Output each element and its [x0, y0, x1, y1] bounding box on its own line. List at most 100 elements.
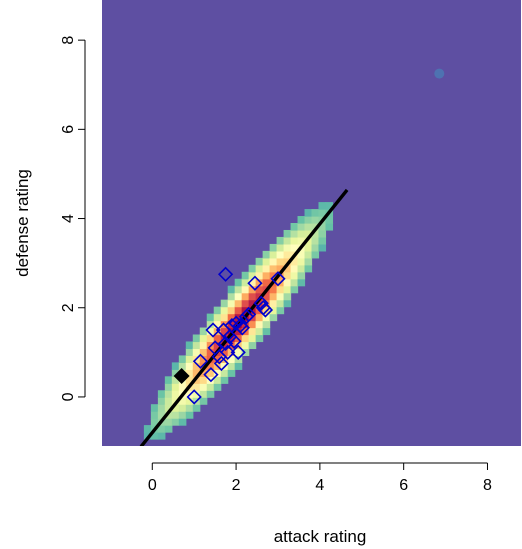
- x-tick-label: 8: [483, 477, 492, 494]
- density-cell: [185, 376, 194, 384]
- density-cell: [157, 404, 166, 412]
- density-cell: [192, 341, 201, 350]
- density-cell: [178, 362, 187, 370]
- data-point: [228, 315, 244, 331]
- density-cell: [241, 278, 250, 287]
- density-cell: [206, 313, 215, 322]
- density-cell: [248, 320, 257, 329]
- density-cell: [192, 362, 201, 370]
- density-cell: [304, 257, 313, 266]
- density-cell: [234, 292, 243, 301]
- density-cell: [304, 250, 313, 259]
- density-cell: [269, 271, 278, 280]
- density-cell: [143, 425, 152, 433]
- density-cell: [297, 264, 306, 273]
- density-cell: [255, 299, 264, 308]
- density-cell: [276, 243, 285, 252]
- density-cell: [213, 355, 222, 363]
- highlighted-point: [173, 367, 190, 384]
- density-cell: [276, 306, 285, 315]
- data-point: [192, 353, 209, 369]
- density-cell: [290, 257, 299, 266]
- density-cell: [255, 285, 264, 294]
- density-cell: [164, 376, 173, 384]
- density-cell: [213, 320, 222, 329]
- plot-region: [102, 0, 521, 446]
- data-point: [220, 344, 236, 360]
- density-cell: [206, 320, 215, 329]
- density-cell: [213, 369, 222, 377]
- density-cell: [199, 334, 208, 343]
- data-point: [241, 306, 257, 323]
- density-cell: [255, 327, 264, 336]
- density-cell: [157, 432, 166, 440]
- data-point: [203, 367, 219, 383]
- density-cell: [255, 320, 264, 329]
- data-point: [186, 389, 202, 405]
- faint-star-marker: [434, 68, 445, 79]
- density-cell: [227, 355, 236, 363]
- density-cell: [290, 236, 299, 245]
- density-cell: [178, 397, 187, 405]
- x-tick-label: 4: [315, 477, 324, 494]
- density-cell: [213, 306, 222, 315]
- density-cell: [178, 404, 187, 412]
- density-cell: [311, 223, 320, 231]
- density-cell: [150, 404, 159, 412]
- data-point: [213, 355, 230, 372]
- density-cell: [199, 390, 208, 398]
- density-cell: [262, 292, 271, 301]
- density-cell: [304, 264, 313, 273]
- density-cell: [304, 209, 313, 217]
- density-cell: [199, 355, 208, 363]
- density-cell: [290, 271, 299, 280]
- density-cell: [199, 341, 208, 350]
- density-cell: [185, 369, 194, 377]
- data-point: [247, 275, 263, 291]
- density-cell: [297, 216, 306, 224]
- density-cell: [304, 229, 313, 238]
- density-cell: [262, 264, 271, 273]
- density-cell: [248, 327, 257, 336]
- density-cell: [227, 313, 236, 322]
- density-cell: [283, 271, 292, 280]
- density-cell: [248, 292, 257, 301]
- density-cell: [311, 243, 320, 252]
- density-cell: [269, 250, 278, 259]
- density-cell: [304, 216, 313, 224]
- density-cell: [283, 292, 292, 301]
- density-cell: [192, 404, 201, 412]
- fit-line-layer: [139, 188, 349, 446]
- density-cell: [234, 362, 243, 370]
- density-cell: [248, 299, 257, 308]
- density-cell: [241, 292, 250, 301]
- data-point: [226, 333, 242, 349]
- density-cell: [171, 362, 180, 370]
- density-cell: [185, 348, 194, 357]
- density-cell: [220, 327, 229, 336]
- density-cell: [241, 334, 250, 343]
- density-cell: [227, 306, 236, 315]
- density-cell: [241, 341, 250, 350]
- density-cell: [164, 404, 173, 412]
- density-cell: [283, 299, 292, 308]
- density-cell: [262, 250, 271, 259]
- density-cell: [262, 271, 271, 280]
- density-cell: [290, 229, 299, 238]
- density-cell: [269, 313, 278, 322]
- density-cell: [227, 362, 236, 370]
- data-point: [234, 320, 250, 336]
- density-cell: [199, 397, 208, 405]
- x-tick-label: 0: [148, 477, 157, 494]
- density-cell: [220, 376, 229, 384]
- density-cell: [192, 348, 201, 357]
- density-cell: [171, 418, 180, 426]
- density-cell: [255, 257, 264, 266]
- density-cell: [220, 299, 229, 308]
- density-cell: [234, 285, 243, 294]
- density-cell: [311, 216, 320, 224]
- y-tick-label: 8: [60, 36, 77, 45]
- density-cell: [213, 341, 222, 350]
- density-cell: [269, 264, 278, 273]
- density-cell: [157, 397, 166, 405]
